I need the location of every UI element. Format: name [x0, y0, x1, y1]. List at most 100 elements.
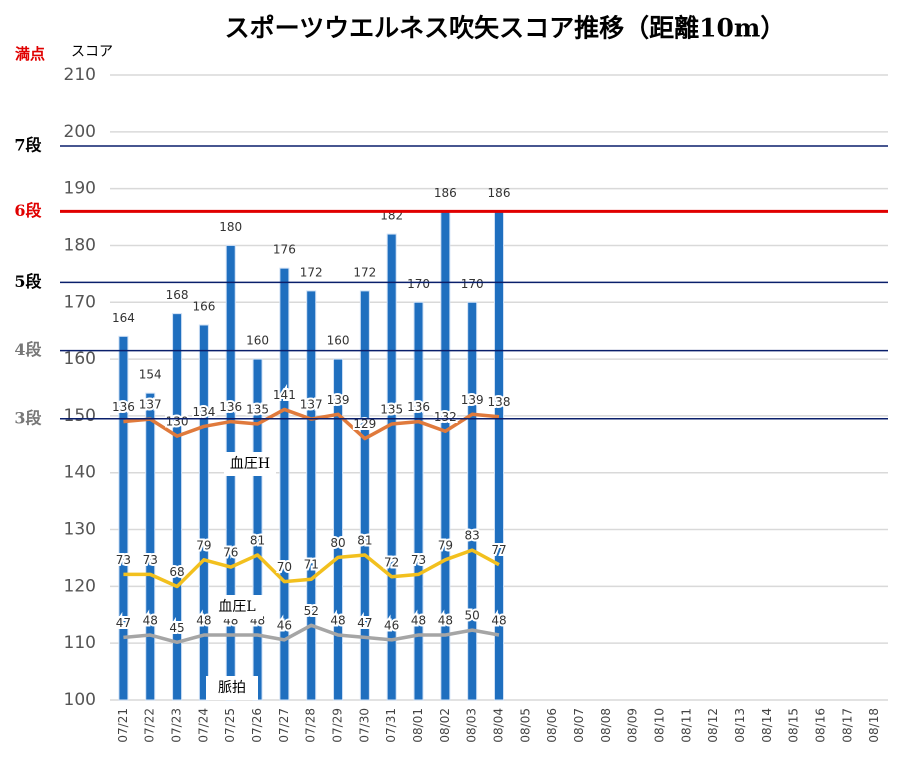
data-label: 134: [192, 405, 215, 419]
reference-label: 3段: [14, 408, 42, 427]
data-label: 176: [273, 243, 296, 257]
data-label: 81: [250, 533, 265, 547]
series-name-box: [211, 595, 263, 619]
data-label: 166: [192, 300, 215, 314]
data-label: 73: [143, 553, 158, 567]
data-label: 79: [438, 538, 453, 552]
data-label: 73: [116, 553, 131, 567]
y-tick-label: 120: [64, 576, 96, 596]
reference-label: 4段: [14, 340, 42, 359]
x-tick-label: 08/07: [572, 708, 586, 743]
data-label: 180: [219, 220, 242, 234]
data-label: 170: [407, 277, 430, 291]
y-tick-label: 170: [64, 292, 96, 312]
data-label: 73: [411, 553, 426, 567]
data-label: 164: [112, 311, 135, 325]
data-label: 81: [357, 533, 372, 547]
data-label: 48: [411, 614, 426, 628]
x-tick-label: 08/15: [787, 708, 801, 743]
y-tick-label: 100: [64, 690, 96, 710]
bar: [413, 301, 424, 701]
y-tick-label: 180: [64, 235, 96, 255]
x-tick-label: 07/25: [223, 708, 237, 743]
series-name-box: [206, 676, 258, 700]
reference-label: 5段: [14, 272, 42, 291]
line: [123, 548, 500, 589]
x-tick-label: 07/28: [304, 708, 318, 743]
y-axis-label: スコア: [71, 44, 113, 60]
data-label: 136: [219, 400, 242, 414]
x-tick-label: 08/17: [840, 708, 854, 743]
bar: [118, 335, 129, 701]
data-label: 172: [353, 265, 376, 279]
bar: [467, 301, 478, 701]
bar: [306, 290, 317, 701]
data-label: 186: [488, 186, 511, 200]
x-tick-label: 08/03: [465, 708, 479, 743]
y-tick-label: 190: [64, 179, 96, 199]
bar: [333, 358, 344, 701]
x-tick-label: 07/26: [250, 708, 264, 743]
x-tick-label: 08/05: [518, 708, 532, 743]
data-label: 168: [166, 288, 189, 302]
data-label: 139: [327, 393, 350, 407]
data-label: 132: [434, 410, 457, 424]
x-tick-label: 08/14: [760, 708, 774, 743]
x-tick-label: 08/08: [599, 708, 613, 743]
series-name: 脈拍: [218, 680, 246, 696]
data-label: 70: [277, 560, 292, 574]
data-label: 170: [461, 277, 484, 291]
top-label: 満点: [15, 45, 45, 63]
x-tick-label: 08/04: [492, 708, 506, 743]
x-tick-label: 07/23: [170, 708, 184, 743]
data-label: 71: [304, 558, 319, 572]
y-tick-label: 200: [64, 122, 96, 142]
bar: [386, 233, 397, 701]
x-tick-label: 08/06: [545, 708, 559, 743]
data-label: 72: [384, 555, 399, 569]
bar: [172, 313, 183, 701]
x-tick-label: 07/27: [277, 708, 291, 743]
data-label: 76: [223, 546, 238, 560]
x-tick-label: 08/09: [626, 708, 640, 743]
y-tick-label: 150: [64, 406, 96, 426]
x-tick-label: 08/10: [652, 708, 666, 743]
data-label: 77: [491, 543, 506, 557]
x-tick-label: 08/16: [813, 708, 827, 743]
x-tick-label: 07/22: [143, 708, 157, 743]
x-tick-label: 08/18: [867, 708, 881, 743]
data-label: 48: [491, 614, 506, 628]
series-name: 血圧H: [230, 456, 270, 472]
x-tick-label: 08/12: [706, 708, 720, 743]
data-label: 136: [112, 400, 135, 414]
data-label: 80: [330, 536, 345, 550]
data-label: 46: [277, 618, 292, 632]
data-label: 47: [116, 616, 131, 630]
data-label: 50: [465, 609, 480, 623]
x-tick-label: 07/24: [196, 708, 210, 743]
y-tick-label: 130: [64, 520, 96, 540]
data-label: 137: [300, 398, 323, 412]
data-label: 136: [407, 400, 430, 414]
series-name-box: [224, 452, 276, 476]
line: [123, 623, 500, 645]
y-tick-label: 110: [64, 633, 96, 653]
data-label: 130: [166, 415, 189, 429]
data-label: 46: [384, 618, 399, 632]
chart-title: スポーツウエルネス吹矢スコア推移（距離10m）: [225, 14, 786, 43]
x-tick-label: 08/11: [679, 708, 693, 743]
data-label: 141: [273, 388, 296, 402]
data-label: 172: [300, 265, 323, 279]
data-label: 154: [139, 368, 162, 382]
data-label: 139: [461, 393, 484, 407]
data-label: 48: [196, 614, 211, 628]
bar: [359, 290, 370, 701]
y-tick-label: 140: [64, 463, 96, 483]
x-tick-label: 08/02: [438, 708, 452, 743]
data-label: 48: [438, 614, 453, 628]
x-tick-label: 07/31: [384, 708, 398, 743]
x-tick-label: 08/13: [733, 708, 747, 743]
data-label: 137: [139, 398, 162, 412]
data-label: 138: [488, 395, 511, 409]
